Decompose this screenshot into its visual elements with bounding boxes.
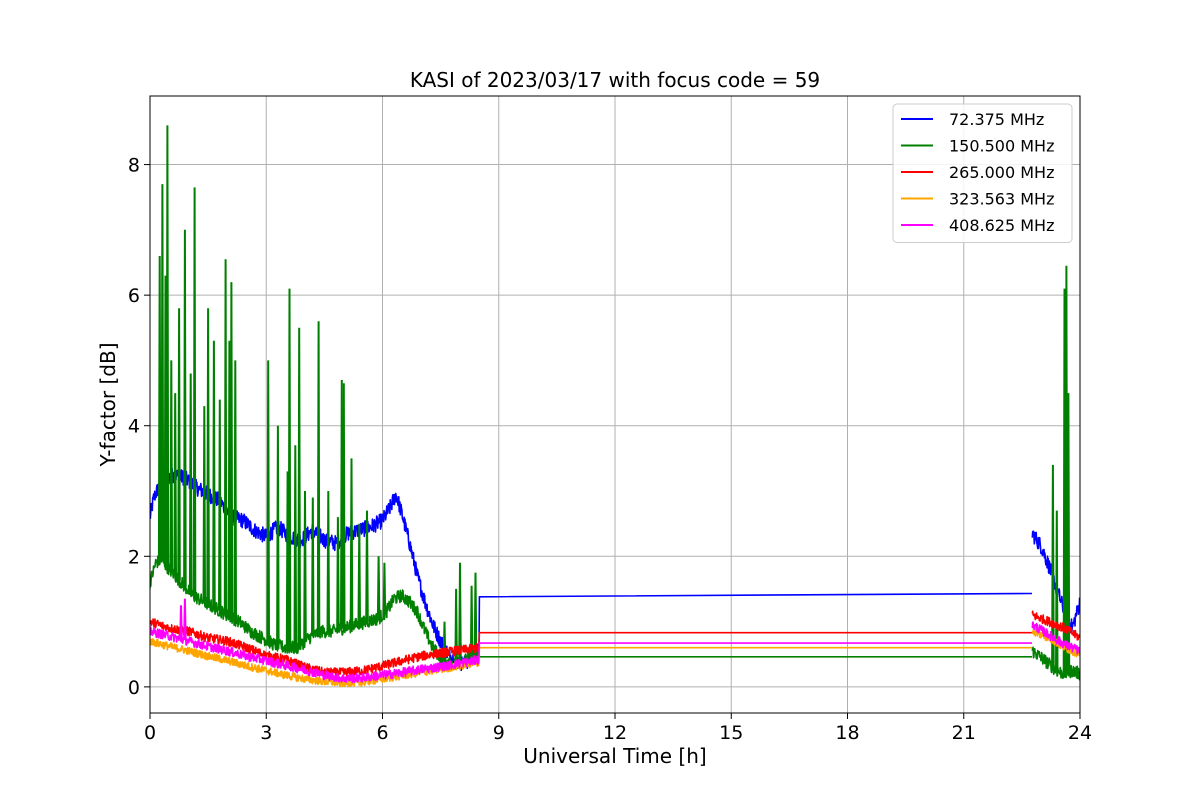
series-1-spike-23 <box>297 327 301 647</box>
series-1-spike-33 <box>365 510 369 622</box>
series-1-spike-31 <box>349 458 354 626</box>
y-tick-label-2: 4 <box>128 416 140 438</box>
series-1-spike-41 <box>1051 464 1055 668</box>
series-1-spike-18 <box>266 360 270 642</box>
legend-label-2: 265.000 MHz <box>949 163 1054 182</box>
x-tick-label-0: 0 <box>144 722 156 744</box>
series-1-spike-0 <box>157 255 162 561</box>
series-4-spike-1 <box>183 598 187 641</box>
series-1-spike-30 <box>342 383 346 629</box>
legend-label-3: 323.563 MHz <box>949 190 1054 209</box>
series-1-spike-17 <box>233 360 237 620</box>
series-1-spike-35 <box>382 562 387 614</box>
series-line-1 <box>150 554 1080 681</box>
series-1-spike-10 <box>202 406 206 603</box>
series-1-spike-12 <box>212 340 216 608</box>
x-tick-label-5: 15 <box>719 722 743 744</box>
x-tick-label-4: 12 <box>603 722 627 744</box>
series-1-spike-21 <box>287 288 292 648</box>
legend-label-1: 150.500 MHz <box>949 137 1054 156</box>
series-1-spike-39 <box>469 585 474 658</box>
y-axis-label: Y-factor [dB] <box>96 342 120 467</box>
series-1-spike-11 <box>206 308 210 605</box>
series-4-spike-0 <box>179 605 183 640</box>
series-1-spike-34 <box>376 556 381 619</box>
x-tick-label-3: 9 <box>493 722 505 744</box>
series-1-spike-4 <box>169 360 174 572</box>
series-1-spike-32 <box>357 523 361 624</box>
series-1-spike-26 <box>316 321 321 633</box>
plot-series <box>150 125 1080 688</box>
x-tick-label-7: 21 <box>952 722 976 744</box>
series-1-spike-37 <box>454 588 458 665</box>
series-1-spike-7 <box>183 229 187 587</box>
series-1-spike-3 <box>165 125 170 567</box>
series-1-spike-9 <box>192 187 197 597</box>
series-1-spike-27 <box>326 490 330 632</box>
y-tick-label-0: 0 <box>128 677 140 699</box>
series-1-spike-28 <box>336 517 340 630</box>
series-1-spike-19 <box>276 425 280 646</box>
series-1-spike-44 <box>1064 265 1069 674</box>
series-1-spike-5 <box>173 393 177 576</box>
y-tick-label-1: 2 <box>128 546 140 568</box>
series-1-spike-6 <box>177 308 181 581</box>
x-axis-label: Universal Time [h] <box>523 744 706 768</box>
series-1-spike-40 <box>473 572 478 656</box>
series-1-spike-25 <box>311 497 315 636</box>
chart-title: KASI of 2023/03/17 with focus code = 59 <box>410 68 820 92</box>
x-tick-label-2: 6 <box>376 722 388 744</box>
legend: 72.375 MHz 150.500 MHz 265.000 MHz 323.563 … <box>892 103 1073 243</box>
series-1-spike-1 <box>160 184 165 561</box>
series-1-spike-42 <box>1055 510 1059 671</box>
series-1-spike-16 <box>229 282 234 618</box>
legend-box <box>892 103 1073 243</box>
series-1-spike-14 <box>223 259 228 615</box>
x-tick-label-8: 24 <box>1068 722 1092 744</box>
series-1-spike-13 <box>218 399 222 611</box>
series-1-spike-8 <box>188 373 193 594</box>
y-tick-label-4: 8 <box>128 155 140 177</box>
series-1-spike-38 <box>458 562 462 663</box>
series-1-spike-22 <box>293 445 298 648</box>
series-line-4 <box>150 621 1080 684</box>
x-tick-label-1: 3 <box>260 722 272 744</box>
legend-label-0: 72.375 MHz <box>949 110 1044 129</box>
x-tick-label-6: 18 <box>835 722 859 744</box>
series-1-spike-24 <box>303 490 307 642</box>
y-tick-label-3: 6 <box>128 285 140 307</box>
legend-label-4: 408.625 MHz <box>949 216 1054 235</box>
series-1-spike-45 <box>1066 393 1071 673</box>
